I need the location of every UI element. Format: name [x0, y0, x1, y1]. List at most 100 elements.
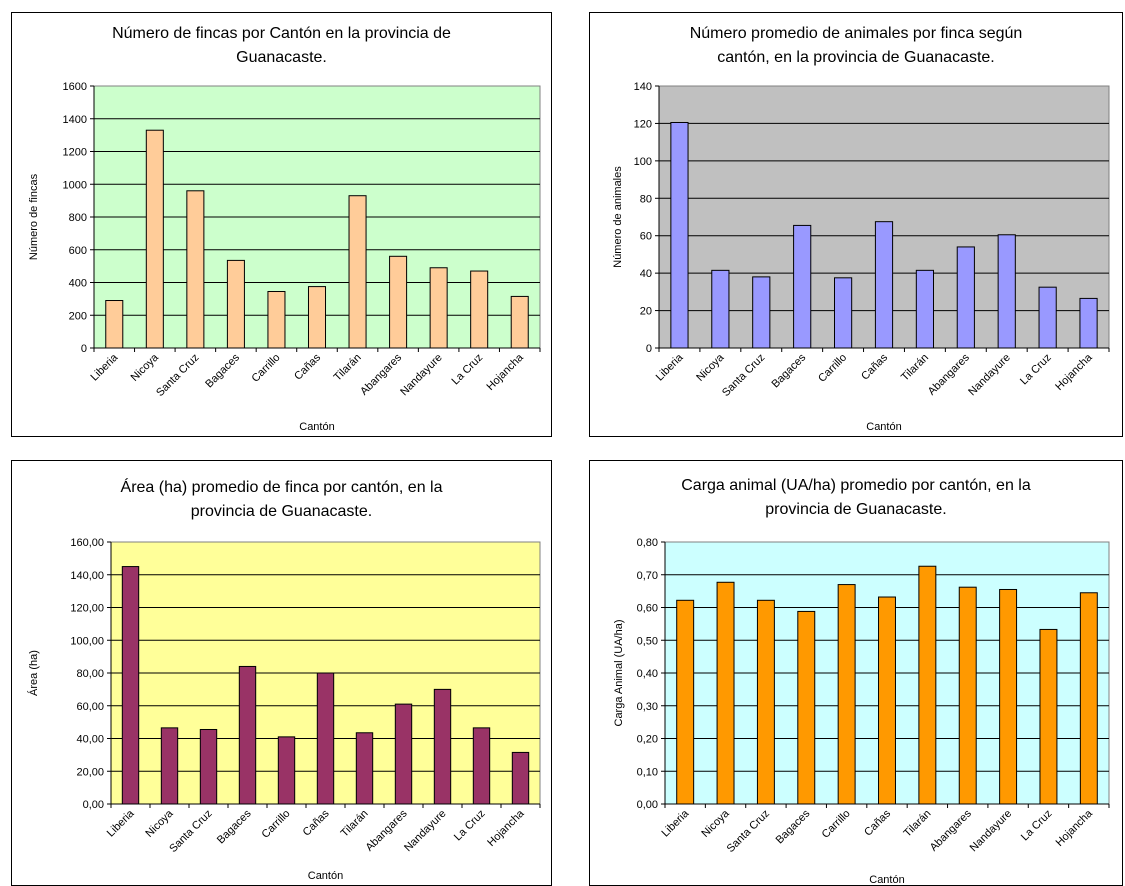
y-tick-label-animales-2: 40: [640, 268, 652, 280]
chart-title-animales-line-1: Número promedio de animales por finca se…: [690, 25, 1023, 42]
y-tick-label-animales-0: 0: [646, 343, 652, 355]
chart-title-area-line-2: provincia de Guanacaste.: [191, 503, 372, 520]
y-tick-label-area-5: 100,00: [70, 635, 104, 647]
chart-panel-fincas: Número de fincas por Cantón en la provin…: [11, 12, 552, 437]
bar-fincas-canas: [307, 286, 327, 349]
y-tick-label-carga-6: 0,60: [637, 603, 658, 615]
y-axis-title-animales: Número de animales: [612, 166, 624, 268]
bar-area-la-cruz: [472, 727, 491, 805]
bar-area-nicoya: [160, 727, 179, 805]
y-tick-label-area-7: 140,00: [70, 570, 104, 582]
chart-svg-fincas: Número de fincas por Cantón en la provin…: [11, 12, 552, 437]
y-axis-title-area: Área (ha): [27, 650, 40, 696]
y-tick-label-carga-3: 0,30: [637, 701, 658, 713]
y-tick-label-fincas-3: 600: [69, 245, 87, 257]
bar-fincas-abangares: [389, 255, 408, 349]
y-tick-label-carga-8: 0,80: [637, 537, 658, 549]
chart-title-fincas-line-1: Número de fincas por Cantón en la provin…: [112, 25, 451, 42]
y-tick-label-carga-0: 0,00: [637, 799, 658, 811]
y-tick-label-animales-6: 120: [634, 118, 652, 130]
y-tick-label-carga-5: 0,50: [637, 635, 658, 647]
bar-animales-abangares: [956, 246, 975, 349]
bar-carga-nicoya: [716, 581, 735, 805]
y-tick-label-area-4: 80,00: [76, 668, 104, 680]
bar-animales-nandayure: [997, 234, 1016, 349]
y-tick-label-area-8: 160,00: [70, 537, 104, 549]
y-tick-label-carga-4: 0,40: [637, 668, 658, 680]
bar-carga-abangares: [958, 586, 977, 805]
bar-carga-nandayure: [999, 588, 1018, 805]
bar-animales-nicoya: [711, 269, 730, 349]
bar-animales-santa-cruz: [752, 276, 771, 349]
bar-fincas-nandayure: [429, 267, 448, 349]
bar-animales-la-cruz: [1038, 286, 1057, 349]
bar-fincas-nicoya: [145, 129, 164, 349]
x-axis-title-animales: Cantón: [866, 421, 901, 433]
chart-title-area-line-1: Área (ha) promedio de finca por cantón, …: [121, 477, 443, 496]
y-tick-label-carga-7: 0,70: [637, 570, 658, 582]
chart-panel-animales: Número promedio de animales por finca se…: [589, 12, 1123, 437]
bar-carga-santa-cruz: [756, 599, 775, 805]
y-tick-label-fincas-6: 1200: [63, 147, 87, 159]
chart-svg-animales: Número promedio de animales por finca se…: [589, 12, 1123, 437]
bar-animales-liberia: [670, 121, 689, 349]
bar-area-tilaran: [355, 732, 374, 805]
x-axis-title-area: Cantón: [308, 870, 343, 882]
bar-area-liberia: [121, 566, 140, 805]
bar-fincas-liberia: [105, 300, 124, 349]
y-tick-label-fincas-1: 200: [69, 310, 87, 322]
chart-title-carga-line-2: provincia de Guanacaste.: [765, 501, 946, 518]
chart-svg-area: Área (ha) promedio de finca por cantón, …: [11, 460, 552, 886]
chart-title-fincas-line-2: Guanacaste.: [236, 49, 327, 66]
bar-area-nandayure: [433, 688, 452, 805]
chart-panel-area: Área (ha) promedio de finca por cantón, …: [11, 460, 552, 886]
chart-panel-carga: Carga animal (UA/ha) promedio por cantón…: [589, 460, 1123, 886]
y-tick-label-fincas-5: 1000: [63, 179, 87, 191]
chart-title-animales-line-2: cantón, en la provincia de Guanacaste.: [717, 49, 995, 66]
bar-fincas-hojancha: [510, 295, 529, 349]
y-axis-title-carga: Carga Animal (UA/ha): [613, 620, 625, 727]
bar-fincas-carrillo: [267, 291, 286, 349]
y-tick-label-area-3: 60,00: [76, 701, 104, 713]
bar-carga-carrillo: [837, 584, 856, 805]
y-tick-label-area-0: 0,00: [83, 799, 104, 811]
y-tick-label-fincas-2: 400: [69, 278, 87, 290]
x-axis-title-fincas: Cantón: [299, 421, 334, 433]
y-tick-label-animales-5: 100: [634, 156, 652, 168]
y-tick-label-carga-1: 0,10: [637, 766, 658, 778]
y-tick-label-area-6: 120,00: [70, 603, 104, 615]
bar-fincas-santa-cruz: [186, 190, 205, 349]
bar-area-bagaces: [238, 665, 257, 805]
y-tick-label-area-2: 40,00: [76, 734, 104, 746]
bar-animales-canas: [874, 221, 894, 349]
bar-animales-tilaran: [915, 269, 934, 349]
bar-fincas-tilaran: [348, 195, 367, 349]
bar-area-hojancha: [511, 751, 530, 805]
x-axis-title-carga: Cantón: [869, 874, 904, 886]
y-tick-label-fincas-4: 800: [69, 212, 87, 224]
bar-area-santa-cruz: [199, 728, 218, 805]
bar-fincas-la-cruz: [470, 270, 489, 349]
y-tick-label-animales-7: 140: [634, 81, 652, 93]
bar-carga-bagaces: [797, 610, 816, 805]
y-axis-title-fincas: Número de fincas: [28, 173, 40, 260]
bar-carga-hojancha: [1079, 592, 1098, 805]
bar-area-abangares: [394, 703, 413, 805]
y-tick-label-animales-3: 60: [640, 231, 652, 243]
bar-area-carrillo: [277, 736, 296, 805]
bar-fincas-bagaces: [226, 259, 245, 349]
bar-area-canas: [316, 672, 335, 805]
bar-carga-tilaran: [918, 565, 937, 805]
y-tick-label-fincas-0: 0: [81, 343, 87, 355]
y-tick-label-fincas-7: 1400: [63, 114, 87, 126]
bar-carga-la-cruz: [1039, 628, 1058, 805]
bar-carga-canas: [878, 596, 896, 805]
y-tick-label-animales-1: 20: [640, 306, 652, 318]
chart-title-carga-line-1: Carga animal (UA/ha) promedio por cantón…: [681, 477, 1031, 494]
y-tick-label-area-1: 20,00: [76, 766, 104, 778]
bar-animales-carrillo: [834, 277, 853, 349]
bar-animales-hojancha: [1079, 297, 1098, 349]
bar-animales-bagaces: [793, 224, 812, 349]
y-tick-label-fincas-8: 1600: [63, 81, 87, 93]
y-tick-label-carga-2: 0,20: [637, 734, 658, 746]
